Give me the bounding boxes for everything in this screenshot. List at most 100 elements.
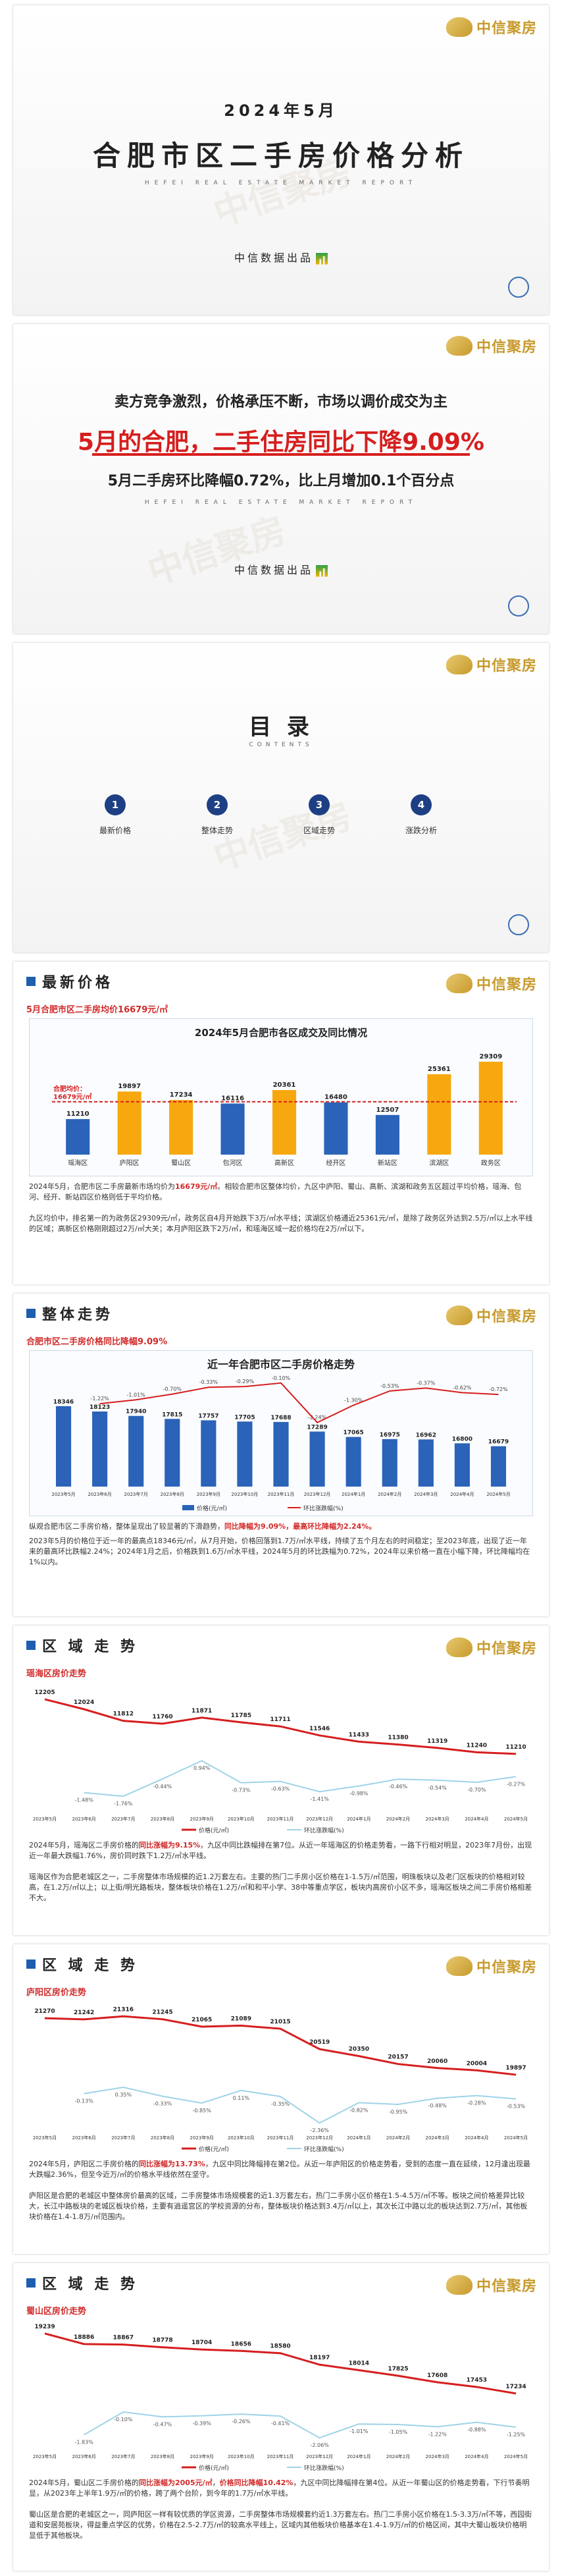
price-label: 21270	[34, 2008, 55, 2015]
headline-slide: 中信聚房 中信聚房 卖方竞争激烈，价格承压不断，市场以调价成交为主 5月的合肥，…	[13, 324, 549, 634]
mom-label: -2.06%	[311, 2442, 330, 2448]
average-label: 合肥均价：	[53, 1085, 86, 1093]
bar	[490, 1446, 507, 1487]
price-label: 20350	[349, 2046, 369, 2053]
mom-label: -0.44%	[153, 1784, 172, 1790]
price-label: 17825	[388, 2366, 408, 2372]
tick-label: 经开区	[326, 1159, 345, 1167]
data-label: 20361	[273, 1082, 296, 1089]
price-label: 11812	[113, 1711, 134, 1718]
bar	[375, 1114, 399, 1155]
tick-label: 庐阳区	[120, 1159, 140, 1167]
data-label: 17705	[234, 1414, 255, 1421]
bar	[201, 1420, 217, 1487]
mom-label: -0.98%	[349, 1791, 369, 1797]
legend-mom-label: 环比涨跌幅(%)	[304, 1826, 344, 1834]
bar	[324, 1102, 348, 1155]
tick-label: 2023年6月	[72, 2135, 96, 2141]
toc-item[interactable]: 2 整体走势	[181, 794, 253, 836]
logo-icon	[446, 655, 473, 674]
overall-paragraph-1: 纵观合肥市区二手房价格，整体呈现出了较显著的下滑趋势，同比降幅为9.09%，最高…	[29, 1522, 376, 1531]
toc-item[interactable]: 1 最新价格	[79, 794, 151, 836]
luyang-chart: 21270 2023年5月 21242 2023年6月 21316 2023年7月 2124…	[29, 2000, 533, 2155]
data-label: 17815	[162, 1411, 182, 1418]
overall-paragraph-2: 2023年5月的价格位于近一年的最高点18346元/㎡，从7月开始，价格回落到1…	[29, 1537, 530, 1566]
mom-label: -0.53%	[507, 2104, 526, 2110]
mom-label: -0.26%	[232, 2419, 251, 2425]
price-label: 11760	[152, 1714, 172, 1720]
mom-label: -0.39%	[193, 2421, 212, 2426]
yaohai-paragraph-2: 瑶海区作为合肥老城区之一，二手房整体市场规模的近1.2万套左右。主要的热门二手房…	[29, 1873, 532, 1902]
mom-label: -0.37%	[417, 1380, 436, 1386]
data-label: 16975	[380, 1432, 400, 1439]
tick-label: 高新区	[274, 1159, 294, 1167]
section-subtitle: 蜀山区房价走势	[26, 2307, 87, 2316]
tick-label: 2023年8月	[151, 2453, 174, 2459]
data-label: 16800	[452, 1436, 473, 1442]
tick-label: 2024年4月	[450, 1491, 474, 1497]
mom-label: -0.70%	[467, 1787, 486, 1793]
tick-label: 2023年9月	[190, 2135, 214, 2141]
data-label: 12507	[376, 1107, 399, 1114]
legend-mom-label: 环比涨跌幅(%)	[303, 1504, 344, 1512]
price-label: 21015	[270, 2019, 290, 2025]
section-marker	[26, 2278, 36, 2288]
brand-logo: 中信聚房	[446, 1952, 537, 1980]
legend-price-swatch	[182, 1505, 194, 1510]
mom-label: -0.62%	[453, 1384, 472, 1390]
data-label: 17065	[343, 1430, 363, 1437]
mom-line	[84, 1760, 517, 1797]
mom-label: -1.22%	[90, 1396, 109, 1402]
mom-label: -1.22%	[428, 2431, 447, 2437]
shushan-paragraph-2: 蜀山区是合肥的老城区之一，同庐阳区一样有较优质的学区资源，二手房整体市场规模套约…	[29, 2510, 532, 2540]
mom-label: -1.01%	[127, 1392, 146, 1398]
logo-icon	[446, 1956, 473, 1976]
tick-label: 2023年5月	[33, 1816, 57, 1822]
tick-label: 2024年3月	[426, 2135, 449, 2141]
latest-paragraph-1: 2024年5月，合肥市区二手房最新市场均价为16679元/㎡。相较合肥市区整体均…	[29, 1182, 522, 1201]
price-label: 18014	[349, 2360, 369, 2367]
tick-label: 蜀山区	[171, 1159, 191, 1167]
tick-label: 2023年8月	[151, 1816, 174, 1822]
price-label: 18867	[113, 2335, 134, 2342]
mom-label: -0.70%	[163, 1386, 182, 1392]
tick-label: 政务区	[481, 1159, 501, 1167]
price-label: 21245	[152, 2010, 172, 2016]
tick-label: 2023年8月	[161, 1491, 184, 1497]
tick-label: 2024年2月	[386, 2453, 410, 2459]
toc-item[interactable]: 3 区域走势	[283, 794, 355, 836]
tick-label: 2023年8月	[151, 2135, 174, 2141]
tick-label: 2024年1月	[347, 1816, 370, 1822]
tick-label: 2023年10月	[228, 2135, 255, 2141]
bar	[128, 1415, 144, 1487]
mom-label: -0.48%	[428, 2103, 447, 2109]
brand-logo: 中信聚房	[446, 1633, 537, 1661]
bar	[273, 1421, 289, 1487]
price-label: 18886	[74, 2334, 94, 2341]
district-bar-chart-svg: 2024年5月合肥市各区成交及同比情况 11210 瑶海区 19897 庐阳区 17234…	[52, 1027, 517, 1167]
tick-label: 2023年7月	[111, 2135, 135, 2141]
overall-trend-chart: 近一年合肥市区二手房价格走势 18346 2023年5月 18123 2023年6月 17…	[29, 1350, 533, 1516]
overall-trend-chart-svg: 近一年合肥市区二手房价格走势 18346 2023年5月 18123 2023年6月 17…	[51, 1358, 510, 1512]
tick-label: 2024年1月	[347, 2135, 370, 2141]
price-label: 17234	[505, 2384, 526, 2390]
toc-slide: 中信聚房 中信聚房 目 录 CONTENTS 1 最新价格 2 整体走势 3 区域走势…	[13, 643, 549, 952]
shushan-chart-svg: 19239 2023年5月 18886 2023年6月 18867 2023年7月 1877…	[33, 2324, 528, 2472]
headline-subtitle: HEFEI REAL ESTATE MARKET REPORT	[144, 499, 418, 506]
price-label: 12205	[34, 1689, 55, 1696]
legend-mom-label: 环比涨跌幅(%)	[304, 2464, 344, 2472]
data-label: 18346	[53, 1399, 74, 1406]
mom-label: -1.48%	[75, 1797, 94, 1803]
headline-publisher: 中信数据出品	[13, 561, 549, 577]
chart-icon	[316, 564, 328, 577]
tick-label: 2024年5月	[504, 2135, 528, 2141]
section-header: 区 域 走 势	[26, 1954, 138, 1975]
tick-label: 2023年11月	[267, 2453, 294, 2459]
tick-label: 2024年3月	[426, 2453, 449, 2459]
mom-label: -0.47%	[153, 2421, 172, 2427]
data-label: 17757	[198, 1413, 218, 1419]
toc-item[interactable]: 4 涨跌分析	[385, 794, 457, 836]
mom-label: -0.85%	[193, 2108, 212, 2114]
chart-icon	[316, 252, 328, 265]
chart-title: 2024年5月合肥市各区成交及同比情况	[195, 1027, 367, 1039]
